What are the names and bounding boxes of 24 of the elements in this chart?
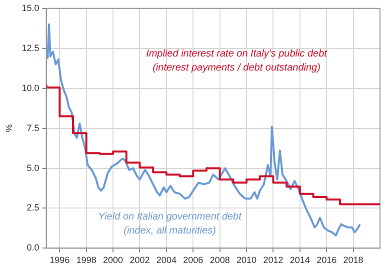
y-tick-label: 12.5 bbox=[22, 42, 40, 53]
x-tick-label: 2004 bbox=[156, 255, 176, 266]
y-tick-label: 10.0 bbox=[22, 82, 40, 93]
x-tick-label: 2010 bbox=[236, 255, 257, 266]
annotation: (index, all maturities) bbox=[124, 225, 216, 236]
x-tick-label: 2008 bbox=[210, 255, 230, 266]
x-tick-label: 2012 bbox=[263, 255, 284, 266]
x-tick-label: 2000 bbox=[103, 255, 124, 266]
x-tick-label: 1996 bbox=[50, 255, 70, 266]
x-tick-label: 2006 bbox=[183, 255, 204, 266]
text: Implied interest rate on Italy's public debt bbox=[146, 48, 328, 60]
x-tick-label: 2002 bbox=[130, 255, 150, 266]
y-axis-title: % bbox=[4, 124, 14, 132]
annotation: (interest payments / debt outstanding) bbox=[152, 62, 320, 74]
x-tick-label: 1998 bbox=[76, 255, 96, 266]
y-tick-label: 15.0 bbox=[22, 2, 40, 13]
x-tick-label: 2014 bbox=[290, 255, 310, 266]
x-tick-label: 2018 bbox=[343, 255, 364, 266]
y-tick-label: 7.5 bbox=[26, 122, 40, 133]
x-tick-label: 2016 bbox=[316, 255, 337, 266]
y-tick-label: 2.5 bbox=[26, 202, 40, 213]
y-tick-label: 5.0 bbox=[26, 162, 40, 173]
series-label: Yield on Italian government debt bbox=[98, 211, 243, 222]
y-tick-label: 0.0 bbox=[26, 242, 40, 253]
